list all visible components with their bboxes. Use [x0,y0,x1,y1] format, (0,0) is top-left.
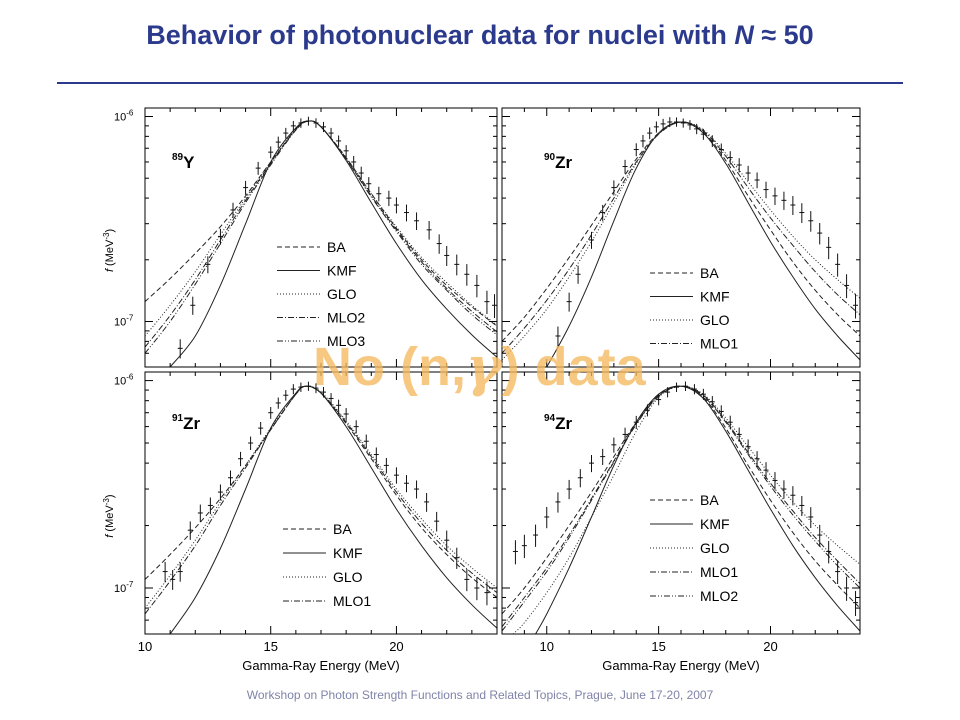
element-symbol: Zr [555,153,572,172]
mass-number: 89 [172,152,184,163]
nucleus-label: 89Y [172,152,195,172]
title-text: Behavior of photonuclear data for nuclei… [146,20,735,50]
x-tick-label: 15 [263,639,277,654]
series-line-kmf [535,385,860,634]
legend-label-kmf: KMF [700,516,730,532]
legend-label-glo: GLO [327,286,357,302]
model-curves [145,385,497,634]
x-tick-label: 20 [763,639,777,654]
plot-frame [144,107,498,368]
chart-panel-91-zr: 91Zr BA KMF GLO MLO1 10-6 10-7 f (MeV-3) 10 15 20 G… [102,371,498,673]
legend-label-mlo1: MLO1 [700,564,738,580]
legend-label-glo: GLO [700,312,730,328]
data-points [512,381,859,616]
y-tick-exponent: -7 [126,580,134,589]
y-tick-exponent: -7 [126,314,134,323]
x-tick-label: 20 [389,639,403,654]
model-curves [145,120,497,367]
plot-frame [501,107,861,368]
series-line-kmf [546,121,860,367]
y-axis-label: f (MeV-3) [102,494,116,537]
legend-label-ba: BA [700,492,719,508]
y-axis-close: ) [104,494,116,498]
y-axis-exponent: -3 [102,498,111,506]
legend-label-kmf: KMF [700,289,730,305]
chart-panel-90-zr: 90Zr BA KMF GLO MLO1 [501,107,861,368]
y-tick-label: 10-7 [114,580,134,595]
legend-label-kmf: KMF [327,263,357,279]
legend-label-ba: BA [327,239,346,255]
y-axis-close: ) [104,229,116,233]
data-points [162,381,490,606]
series-line-kmf [169,120,497,367]
legend-label-mlo3: MLO3 [327,333,365,349]
mass-number: 94 [544,413,556,424]
series-line-mlo2 [145,120,497,348]
legend-label-mlo2: MLO2 [327,310,365,326]
x-axis-label: Gamma-Ray Energy (MeV) [242,658,399,673]
title-suffix: ≈ 50 [753,20,814,50]
y-tick-label: 10-7 [114,314,134,329]
series-line-mlo1 [145,385,497,615]
y-axis-variable: f [104,534,116,538]
series-line-mlo1 [502,121,860,354]
y-axis-unit: (MeV [104,239,116,269]
nucleus-label: 91Zr [172,413,201,433]
nucleus-label: 90Zr [544,152,573,172]
legend-label-ba: BA [700,265,719,281]
overlay-prefix: No (n, [313,337,466,397]
mass-number: 90 [544,152,556,163]
legend-label-mlo1: MLO1 [700,336,738,352]
y-axis-label: f (MeV-3) [102,229,116,272]
element-symbol: Y [183,153,195,172]
title-divider [57,82,903,84]
legend-label-glo: GLO [700,540,730,556]
series-line-ba [502,385,860,615]
data-points [177,116,497,359]
chart-panel-94-zr: 94Zr BA KMF GLO MLO1 MLO2 10 15 20 Gamma-Ray Ener… [501,371,861,673]
x-tick-label: 15 [651,639,665,654]
element-symbol: Zr [555,414,572,433]
series-line-glo [502,121,860,361]
x-tick-label: 10 [138,639,152,654]
title-variable: N [734,20,754,50]
no-data-overlay: No (n,γ) data [313,334,646,398]
slide-title: Behavior of photonuclear data for nuclei… [0,20,960,51]
y-axis-unit: (MeV [104,505,116,535]
element-symbol: Zr [183,414,200,433]
series-line-ba [502,121,860,342]
series-line-mlo3 [145,120,497,354]
model-curves [502,385,860,634]
legend-label-mlo2: MLO2 [700,588,738,604]
nucleus-label: 94Zr [544,413,573,433]
series-line-mlo2 [502,385,860,632]
series-line-glo [145,120,497,337]
y-tick-label: 10-6 [114,373,134,388]
overlay-greek: γ [465,334,502,398]
legend-label-kmf: KMF [333,545,363,561]
x-axis-label: Gamma-Ray Energy (MeV) [602,658,759,673]
chart-panel-89-y: 89Y BA KMF GLO MLO2 MLO3 10-6 10-7 f (MeV-3) [102,107,498,368]
y-axis-variable: f [104,268,116,272]
legend-label-glo: GLO [333,569,363,585]
y-axis-exponent: -3 [102,232,111,240]
y-tick-label: 10-6 [114,108,134,123]
series-line-ba [145,120,497,327]
series-line-mlo1 [502,385,860,628]
x-tick-label: 10 [540,639,554,654]
y-tick-exponent: -6 [126,108,134,117]
mass-number: 91 [172,413,184,424]
y-tick-exponent: -6 [126,373,134,382]
slide-footer: Workshop on Photon Strength Functions an… [246,688,714,702]
plot-frame [501,371,861,635]
plot-frame [144,371,498,635]
legend-label-mlo1: MLO1 [333,593,371,609]
data-points [555,117,859,347]
overlay-suffix: ) data [501,337,646,397]
legend-label-ba: BA [333,521,352,537]
